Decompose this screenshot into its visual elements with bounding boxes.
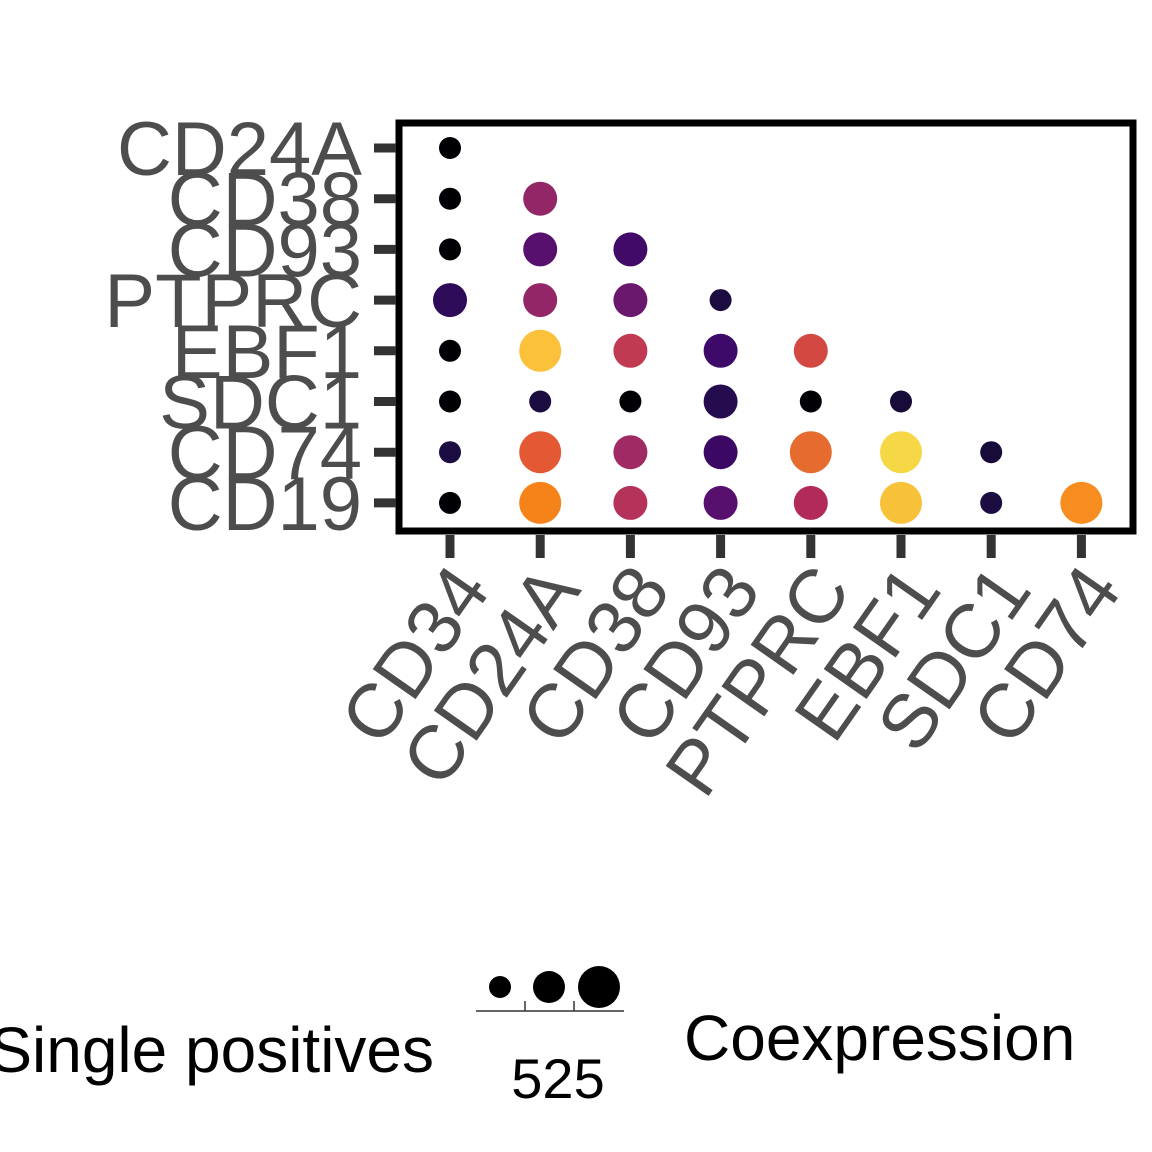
point-ptprc-cd19 [793,485,828,520]
point-cd93-cd19 [703,485,738,520]
point-cd93-ptprc [709,289,732,312]
point-ptprc-cd74 [789,431,832,474]
size-key-small [489,976,511,998]
point-cd24a-cd93 [523,232,558,267]
y-tick-label: CD74 [168,411,362,496]
points-layer [433,137,1103,524]
point-ebf1-cd19 [880,481,922,524]
y-tick-label: CD93 [168,208,362,293]
point-cd38-ebf1 [613,333,648,368]
point-cd24a-sdc1 [529,390,552,413]
y-tick-label: SDC1 [159,361,362,446]
point-cd38-ptprc [613,283,648,318]
point-cd34-sdc1 [439,390,461,413]
point-cd93-sdc1 [703,384,738,419]
size-legend-title: Single positives [0,1014,434,1086]
y-tick-label: PTPRC [104,259,362,344]
point-ptprc-ebf1 [793,333,828,368]
size-key-large [578,966,620,1008]
panel-border [395,119,1137,535]
point-sdc1-cd19 [980,491,1003,514]
legend: Single positives 525 Coexpression [0,966,1075,1110]
point-cd34-cd74 [439,441,461,464]
point-ptprc-sdc1 [799,390,822,413]
size-legend-label: 525 [511,1047,604,1110]
point-cd24a-ebf1 [519,329,562,372]
color-legend-title: Coexpression [684,1002,1075,1074]
point-cd24a-cd74 [519,431,562,474]
point-cd93-cd74 [703,435,738,470]
point-cd38-cd19 [613,485,648,520]
y-tick-label: CD38 [168,158,362,243]
y-tick-label: CD24A [117,107,362,192]
point-cd24a-cd19 [519,481,562,524]
size-legend-keys [476,966,624,1012]
point-cd93-ebf1 [703,333,738,368]
y-tick-label: CD19 [168,462,362,547]
point-ebf1-cd74 [880,431,922,474]
point-cd24a-ptprc [523,283,558,318]
point-ebf1-sdc1 [890,390,912,413]
point-cd34-cd19 [439,491,461,514]
point-sdc1-cd74 [980,441,1003,464]
point-cd38-cd74 [613,435,648,470]
point-cd38-sdc1 [619,390,642,413]
y-tick-label: EBF1 [172,310,362,395]
point-cd38-cd93 [613,232,648,267]
point-cd34-ptprc [433,283,467,318]
point-cd34-cd38 [439,187,461,210]
point-cd24a-cd38 [523,181,558,216]
point-cd34-cd24a [439,137,461,159]
point-cd34-cd93 [439,238,461,261]
point-cd74-cd19 [1060,481,1103,524]
size-key-medium [533,971,565,1003]
point-cd34-ebf1 [439,339,461,362]
